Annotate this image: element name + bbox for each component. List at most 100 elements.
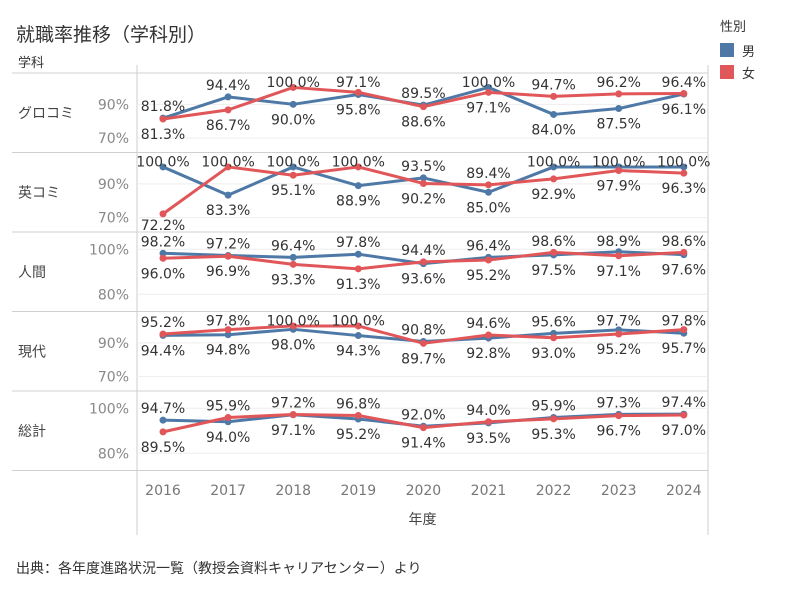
data-point-female [289, 322, 297, 330]
data-label: 97.9% [596, 178, 640, 194]
data-label: 97.1% [596, 264, 640, 280]
data-label: 95.9% [206, 398, 250, 414]
data-label: 100.0% [267, 75, 320, 91]
data-label: 93.5% [401, 159, 445, 175]
data-label: 96.1% [662, 102, 706, 118]
data-label: 95.7% [662, 341, 706, 357]
data-point-female [289, 411, 297, 419]
data-label: 97.1% [271, 423, 315, 439]
data-label: 97.3% [596, 395, 640, 411]
data-label: 96.7% [596, 424, 640, 440]
data-label: 94.4% [401, 243, 445, 259]
x-tick-label: 2020 [406, 483, 442, 499]
data-point-female [289, 83, 297, 91]
data-point-female [680, 411, 688, 419]
data-point-female [419, 103, 427, 111]
y-tick-label: 80% [98, 287, 129, 303]
data-point-female [550, 92, 558, 100]
data-label: 98.6% [662, 234, 706, 250]
data-point-female [224, 163, 232, 171]
data-label: 93.5% [466, 431, 510, 447]
data-point-female [419, 258, 427, 266]
x-axis-title: 年度 [409, 512, 437, 528]
data-point-female [289, 171, 297, 179]
data-point-male [550, 110, 558, 118]
y-tick-label: 70% [98, 131, 129, 147]
legend-item-female[interactable]: 女 [720, 61, 755, 83]
y-tick-label: 70% [98, 370, 129, 386]
data-label: 97.1% [336, 75, 380, 91]
data-label: 93.6% [401, 272, 445, 288]
data-label: 100.0% [592, 155, 645, 171]
data-point-male [159, 163, 167, 171]
data-label: 100.0% [267, 314, 320, 330]
data-point-male [224, 331, 232, 339]
data-label: 95.2% [141, 315, 185, 331]
data-point-female [680, 90, 688, 98]
x-tick-label: 2023 [601, 483, 637, 499]
data-point-male [159, 249, 167, 257]
legend-item-male[interactable]: 男 [720, 39, 755, 61]
data-point-male [354, 250, 362, 258]
data-label: 89.5% [401, 86, 445, 102]
data-point-male [224, 93, 232, 101]
data-label: 81.8% [141, 99, 185, 115]
data-point-female [224, 252, 232, 260]
data-label: 91.3% [336, 277, 380, 293]
data-label: 86.7% [206, 118, 250, 134]
data-label: 96.8% [336, 396, 380, 412]
data-label: 100.0% [267, 155, 320, 171]
y-tick-label: 100% [89, 401, 129, 417]
data-label: 94.8% [206, 343, 250, 359]
data-label: 94.7% [531, 77, 575, 93]
y-tick-label: 70% [98, 211, 129, 227]
row-label-4: 総計 [18, 424, 46, 440]
data-label: 94.6% [466, 316, 510, 332]
data-label: 100.0% [527, 155, 580, 171]
data-label: 98.0% [271, 337, 315, 353]
data-point-female [615, 412, 623, 420]
data-label: 96.4% [466, 238, 510, 254]
data-label: 83.3% [206, 203, 250, 219]
data-label: 94.7% [141, 401, 185, 417]
data-point-female [354, 88, 362, 96]
data-point-male [680, 163, 688, 171]
data-label: 95.1% [271, 183, 315, 199]
row-label-0: グロコミ [18, 106, 74, 122]
y-tick-label: 90% [98, 336, 129, 352]
data-point-male [289, 163, 297, 171]
data-label: 97.8% [662, 314, 706, 330]
data-point-female [224, 106, 232, 114]
data-point-female [485, 418, 492, 426]
source-footer: 出典：各年度進路状況一覧（教授会資料キャリアセンター）より [16, 561, 422, 577]
data-point-female [354, 265, 362, 273]
data-point-male [289, 253, 297, 261]
data-point-male [615, 105, 623, 113]
data-label: 95.8% [336, 103, 380, 119]
data-point-female [485, 331, 492, 339]
data-label: 96.2% [596, 75, 640, 91]
data-point-female [485, 181, 492, 189]
data-point-female [680, 326, 688, 334]
data-label: 97.6% [662, 263, 706, 279]
data-label: 95.6% [531, 314, 575, 330]
data-label: 97.1% [466, 100, 510, 116]
data-label: 89.4% [466, 166, 510, 182]
data-label: 100.0% [332, 155, 385, 171]
data-label: 97.0% [662, 423, 706, 439]
data-label: 100.0% [657, 155, 710, 171]
data-label: 96.9% [206, 264, 250, 280]
data-point-male [550, 163, 558, 171]
data-label: 90.2% [401, 191, 445, 207]
row-header-label: 学科 [18, 56, 45, 71]
data-point-female [550, 248, 558, 256]
data-point-female [615, 252, 623, 260]
data-label: 88.9% [336, 194, 380, 210]
data-label: 98.6% [531, 234, 575, 250]
data-point-female [419, 179, 427, 187]
data-label: 95.2% [466, 268, 510, 284]
data-label: 90.8% [401, 322, 445, 338]
data-label: 94.4% [141, 343, 185, 359]
data-label: 85.0% [466, 200, 510, 216]
